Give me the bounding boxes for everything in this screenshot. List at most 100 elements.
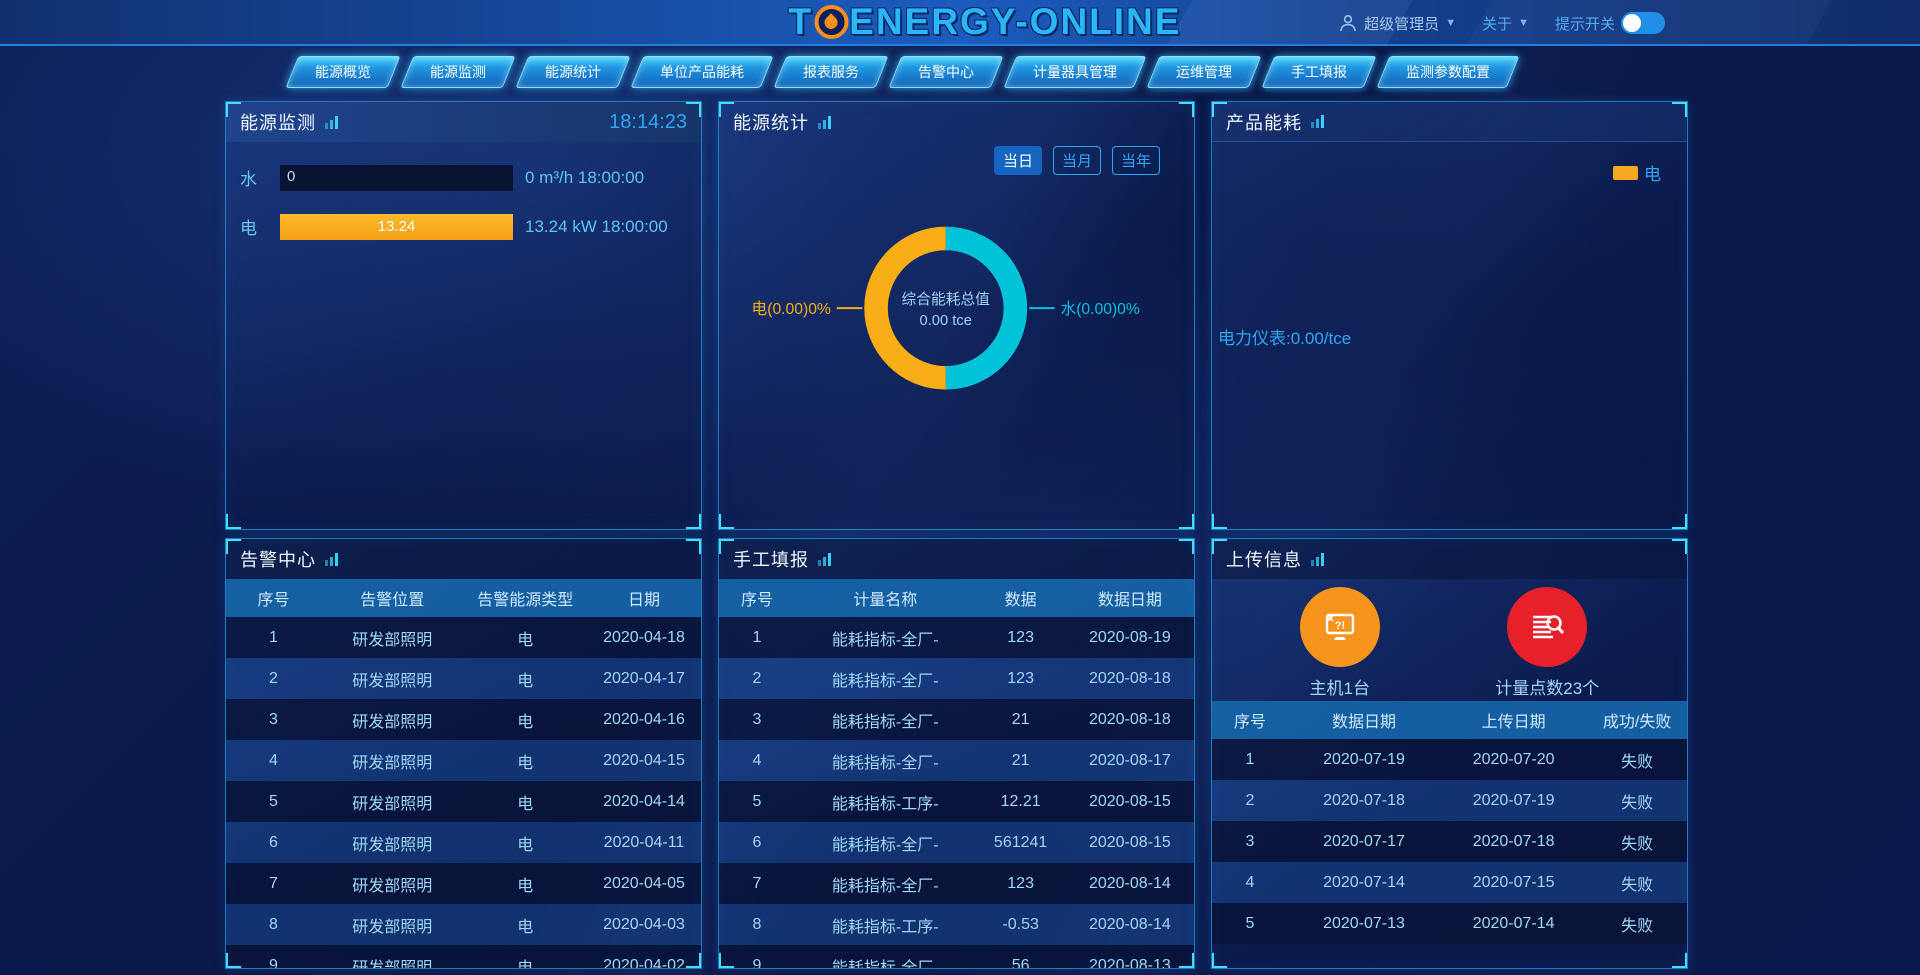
table-cell: 2020-07-13 (1323, 914, 1405, 932)
clock-time: 18:14:23 (609, 110, 687, 133)
meter-search-icon (1507, 587, 1588, 667)
meter-points-label: 计量点数23个 (1495, 679, 1600, 698)
period-button-year[interactable]: 当年 (1111, 146, 1160, 175)
corner-accent (226, 539, 241, 554)
nav-tab-6[interactable]: 告警中心 (888, 56, 1004, 88)
table-cell: 5 (1245, 914, 1255, 932)
legend-swatch-electric (1613, 165, 1638, 180)
table-cell: 9 (752, 956, 762, 969)
top-header-bar: T ENERGY-ONLINE 超级管理员 ▼ 关于 ▼ 提示开关 (0, 0, 1920, 46)
corner-accent (1212, 539, 1227, 554)
about-menu[interactable]: 关于 ▼ (1482, 13, 1529, 34)
signal-bars-icon (325, 115, 338, 129)
table-cell: 2020-07-14 (1472, 914, 1555, 932)
corner-accent (719, 514, 734, 529)
table-cell: 能耗指标-全厂- (831, 631, 939, 649)
panel-header: 告警中心 (226, 539, 701, 579)
table-cell: 电 (517, 631, 534, 649)
alarm-table: 序号 告警位置 告警能源类型 日期 1 研发部照明电 2020-04-18 2 研发部照明电 2… (226, 579, 701, 968)
user-menu[interactable]: 超级管理员 ▼ (1338, 13, 1456, 34)
table-cell: 电 (517, 836, 534, 854)
corner-accent (226, 514, 241, 529)
table-cell: 研发部照明 (352, 836, 433, 854)
table-cell: 能耗指标-全厂- (831, 959, 939, 969)
corner-accent (1179, 102, 1194, 117)
table-cell: 研发部照明 (352, 713, 433, 731)
table-cell: 2020-08-18 (1088, 710, 1171, 728)
donut-label-electric: 电(0.00)0% (752, 300, 831, 318)
nav-tab-9[interactable]: 手工填报 (1261, 56, 1377, 88)
period-button-month[interactable]: 当月 (1052, 146, 1101, 175)
donut-segment-electric (864, 226, 947, 390)
nav-tab-label: 单位产品能耗 (660, 64, 744, 80)
corner-accent (719, 102, 734, 117)
table-cell: 1 (1245, 750, 1255, 768)
nav-tab-label: 手工填报 (1291, 64, 1347, 80)
table-cell: 研发部照明 (352, 918, 433, 936)
donut-label-water: 水(0.00)0% (1061, 300, 1140, 318)
electric-bar-row: 电 13.24 13.24 kW 18:00:00 (240, 213, 687, 240)
table-cell: 123 (1007, 628, 1034, 646)
table-cell: 失败 (1621, 753, 1654, 771)
table-cell: 7 (269, 874, 278, 892)
nav-tab-1[interactable]: 能源概览 (285, 56, 401, 88)
host-stat-label: 主机1台 (1309, 679, 1370, 698)
table-cell: 6 (269, 833, 278, 851)
nav-tab-4[interactable]: 单位产品能耗 (630, 56, 774, 88)
table-cell: 2020-08-15 (1088, 833, 1171, 851)
nav-tab-8[interactable]: 运维管理 (1146, 56, 1262, 88)
corner-accent (719, 539, 734, 554)
water-label: 水 (240, 170, 257, 189)
table-cell: 2020-08-13 (1088, 956, 1171, 969)
table-row: 8 研发部照明 电 2020-04-03 (226, 904, 701, 945)
panel-energy-stats: 能源统计 当日 当月 当年 电(0.00)0% 水(0.00)0% 综合能耗总值… (718, 101, 1195, 530)
chart-legend[interactable]: 电 (1613, 160, 1661, 185)
corner-accent (686, 102, 701, 117)
column-header: 数据 (975, 579, 1066, 617)
electric-reading: 13.24 kW 18:00:00 (525, 216, 668, 236)
corner-accent (1672, 102, 1687, 117)
column-header: 上传日期 (1440, 701, 1588, 739)
table-cell: 561241 (993, 833, 1048, 851)
nav-tab-2[interactable]: 能源监测 (400, 56, 516, 88)
table-cell: 3 (1245, 832, 1255, 850)
panel-title: 能源监测 (240, 113, 316, 133)
table-cell: 电 (517, 918, 534, 936)
table-cell: 电 (517, 713, 534, 731)
nav-tab-10[interactable]: 监测参数配置 (1376, 56, 1520, 88)
table-row: 4 2020-07-14 2020-07-15 失败 (1212, 862, 1687, 903)
donut-center-value: 0.00 tce (920, 313, 972, 329)
table-cell: 5 (269, 792, 278, 810)
table-cell: 能耗指标-全厂- (831, 877, 939, 895)
table-cell: 2 (269, 669, 278, 687)
nav-tab-3[interactable]: 能源统计 (515, 56, 631, 88)
table-cell: 2020-07-17 (1323, 832, 1405, 850)
main-nav: 能源概览 能源监测 能源统计 单位产品能耗 报表服务 告警中心 计量器具管理 运维管理 手工填报… (285, 56, 1920, 90)
table-cell: 123 (1007, 669, 1034, 687)
table-cell: 2020-07-18 (1472, 832, 1555, 850)
corner-accent (686, 539, 701, 554)
table-row: 4 研发部照明 电 2020-04-15 (226, 740, 701, 781)
table-row: 1 研发部照明 电 2020-04-18 (226, 617, 701, 658)
column-header: 告警位置 (321, 579, 464, 617)
table-row: 1 2020-07-19 2020-07-20 失败 (1212, 739, 1687, 780)
table-cell: 电 (517, 877, 534, 895)
table-header-row: 序号 数据日期 上传日期 成功/失败 (1212, 701, 1687, 739)
table-row: 3 能耗指标-全厂- 21 2020-08-18 (719, 699, 1194, 740)
panel-manual-fill: 手工填报 序号 计量名称 数据 数据日期 1 能耗指标-全厂- 123 2020-08-19… (718, 538, 1195, 969)
nav-tab-5[interactable]: 报表服务 (773, 56, 889, 88)
panel-header: 能源统计 (719, 102, 1194, 142)
logo-text-right: ENERGY-ONLINE (849, 1, 1182, 42)
panel-energy-monitor: 能源监测 18:14:23 水 0 0 m³/h 18:00:00 电 13.2… (225, 101, 702, 530)
nav-tab-label: 告警中心 (918, 64, 974, 80)
nav-tab-7[interactable]: 计量器具管理 (1003, 56, 1147, 88)
legend-label: 电 (1644, 165, 1661, 184)
table-cell: 1 (269, 628, 278, 646)
table-cell: 能耗指标-工序- (831, 918, 939, 936)
period-button-day[interactable]: 当日 (993, 146, 1042, 175)
table-cell: 研发部照明 (352, 877, 433, 895)
nav-tab-label: 运维管理 (1176, 64, 1232, 80)
tip-toggle-switch[interactable] (1621, 12, 1665, 34)
user-area: 超级管理员 ▼ 关于 ▼ 提示开关 (1338, 0, 1665, 46)
panel-header: 手工填报 (719, 539, 1194, 579)
